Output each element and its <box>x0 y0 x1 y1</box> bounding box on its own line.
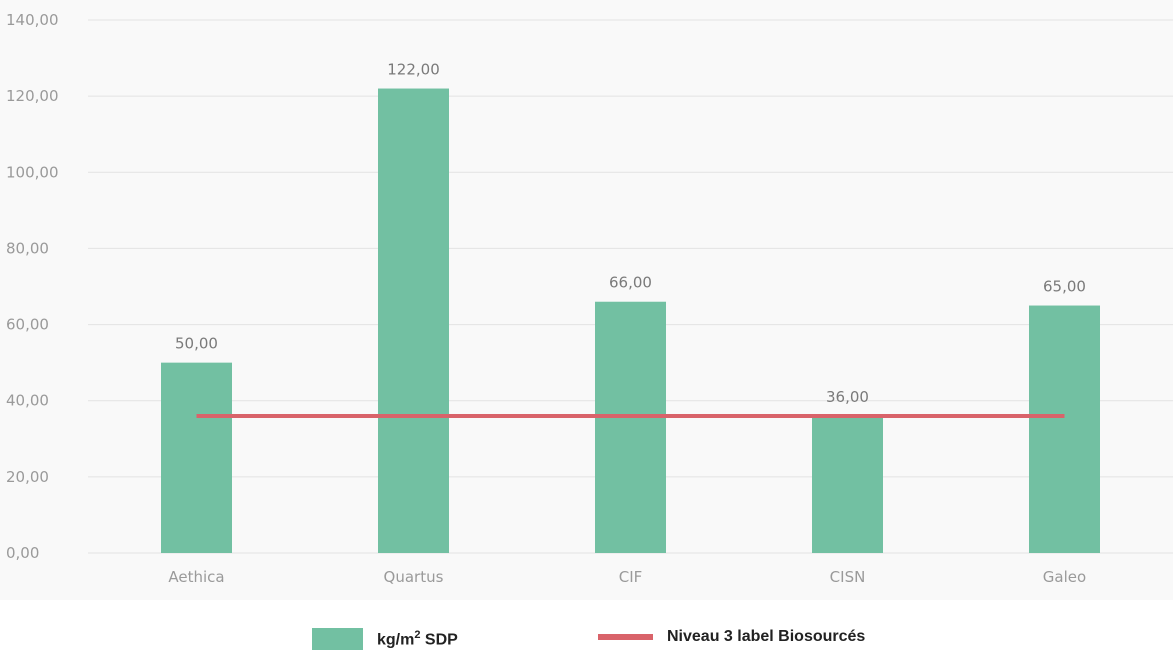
x-tick-label: CISN <box>830 568 866 586</box>
bar <box>595 301 666 553</box>
legend-label-superscript: 2 <box>414 628 421 641</box>
bar <box>161 362 232 553</box>
data-label: 36,00 <box>826 388 869 406</box>
legend-label-line: Niveau 3 label Biosourcés <box>667 628 866 645</box>
y-tick-label: 100,00 <box>6 163 59 181</box>
y-tick-label: 40,00 <box>6 392 49 410</box>
legend-item-line: Niveau 3 label Biosourcés <box>598 628 865 646</box>
legend-swatch-line <box>598 634 653 640</box>
legend-swatch-bars <box>312 628 363 650</box>
x-tick-label: Galeo <box>1043 568 1086 586</box>
data-label: 65,00 <box>1043 278 1086 296</box>
y-tick-label: 120,00 <box>6 87 59 105</box>
data-label: 122,00 <box>387 61 440 79</box>
bar <box>378 88 449 554</box>
y-tick-label: 0,00 <box>6 544 39 562</box>
y-tick-label: 60,00 <box>6 316 49 334</box>
bar <box>812 415 883 553</box>
x-tick-label: CIF <box>619 568 643 586</box>
x-tick-label: Quartus <box>384 568 444 586</box>
y-tick-label: 80,00 <box>6 239 49 257</box>
bar <box>1029 305 1100 553</box>
data-label: 66,00 <box>609 274 652 292</box>
bar-chart: 0,00 20,00 40,00 60,00 80,00 100,00 120,00 140,… <box>6 11 1173 586</box>
y-tick-label: 140,00 <box>6 11 59 29</box>
legend: kg/m2 SDP Niveau 3 label Biosourcés <box>0 600 1173 652</box>
legend-label-bars: kg/m2 SDP <box>377 628 458 649</box>
y-tick-label: 20,00 <box>6 468 49 486</box>
legend-item-bars: kg/m2 SDP <box>312 628 458 650</box>
data-label: 50,00 <box>175 335 218 353</box>
x-tick-label: Aethica <box>168 568 224 586</box>
chart-area: 0,00 20,00 40,00 60,00 80,00 100,00 120,00 140,… <box>6 11 1173 586</box>
